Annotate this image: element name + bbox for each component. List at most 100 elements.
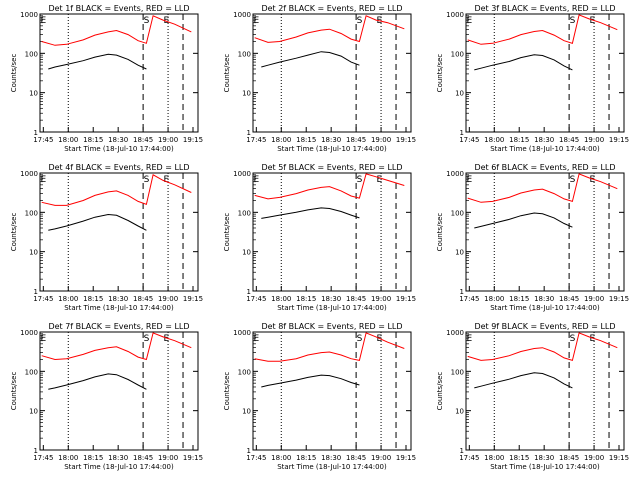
x-tick-label: 17:45 — [459, 136, 479, 144]
y-tick-label: 10 — [242, 249, 251, 257]
x-tick-label: 18:45 — [346, 295, 366, 303]
x-tick-label: 18:00 — [271, 136, 291, 144]
plot-frame — [252, 331, 412, 451]
event-marker: S — [144, 175, 150, 185]
y-tick-label: 1000 — [20, 329, 38, 337]
x-tick-label: 17:45 — [459, 454, 479, 462]
x-tick-label: 18:30 — [108, 295, 128, 303]
y-tick-label: 100 — [451, 368, 464, 376]
y-axis-label: Counts/sec — [10, 54, 18, 93]
x-tick-label: 18:30 — [321, 454, 341, 462]
x-tick-label: 19:15 — [396, 136, 416, 144]
x-axis-label: Start Time (18-Jul-10 17:44:00) — [490, 145, 600, 153]
y-tick-label: 100 — [25, 368, 38, 376]
event-marker: S — [570, 16, 576, 26]
event-marker: S — [357, 334, 363, 344]
y-axis-label: Counts/sec — [10, 213, 18, 252]
x-tick-label: 18:30 — [534, 295, 554, 303]
y-tick-label: 100 — [25, 209, 38, 217]
chart-panel-4: Det 4f BLACK = Events, RED = LLD 1 10 100 10… — [10, 163, 203, 312]
x-tick-label: 18:00 — [484, 136, 504, 144]
x-tick-label: 18:45 — [346, 136, 366, 144]
y-tick-label: 1000 — [446, 329, 464, 337]
y-tick-label: 1 — [34, 288, 38, 296]
y-axis-label: Counts/sec — [10, 372, 18, 411]
event-marker: E — [466, 334, 472, 344]
x-tick-label: 17:45 — [459, 295, 479, 303]
event-marker: E — [164, 175, 170, 185]
y-axis-label: Counts/sec — [436, 213, 444, 252]
x-tick-label: 19:00 — [371, 454, 391, 462]
chart-title: Det 4f BLACK = Events, RED = LLD — [48, 163, 189, 172]
series-line-events — [261, 51, 360, 68]
chart-panel-1: Det 1f BLACK = Events, RED = LLD 1 10 100 10… — [10, 4, 203, 153]
x-tick-label: 18:00 — [271, 454, 291, 462]
y-tick-label: 1 — [460, 288, 464, 296]
y-axis-label: Counts/sec — [436, 372, 444, 411]
x-tick-label: 19:15 — [183, 136, 203, 144]
x-tick-label: 18:15 — [296, 295, 316, 303]
x-tick-label: 18:45 — [133, 136, 153, 144]
event-marker: S — [570, 334, 576, 344]
y-axis-label: Counts/sec — [436, 54, 444, 93]
x-tick-label: 19:00 — [158, 454, 178, 462]
x-tick-label: 17:45 — [246, 454, 266, 462]
chart-title: Det 6f BLACK = Events, RED = LLD — [474, 163, 615, 172]
event-marker: S — [357, 16, 363, 26]
y-tick-label: 1 — [34, 447, 38, 455]
series-line-events — [474, 372, 573, 389]
event-marker: E — [40, 175, 46, 185]
plot-frame — [39, 13, 199, 133]
y-tick-label: 100 — [238, 209, 251, 217]
x-tick-label: 19:00 — [584, 136, 604, 144]
x-tick-label: 17:45 — [246, 136, 266, 144]
y-tick-label: 10 — [455, 249, 464, 257]
series-line-lld — [41, 15, 192, 46]
chart-panel-5: Det 5f BLACK = Events, RED = LLD 1 10 100 10… — [223, 163, 416, 312]
x-tick-label: 18:30 — [321, 136, 341, 144]
event-marker: S — [570, 175, 576, 185]
event-marker: E — [466, 175, 472, 185]
y-tick-label: 100 — [451, 50, 464, 58]
series-line-lld — [254, 15, 405, 43]
x-axis-label: Start Time (18-Jul-10 17:44:00) — [64, 145, 174, 153]
y-tick-label: 100 — [238, 50, 251, 58]
series-line-events — [48, 373, 147, 390]
x-tick-label: 18:45 — [133, 295, 153, 303]
x-tick-label: 18:15 — [83, 136, 103, 144]
y-tick-label: 10 — [242, 408, 251, 416]
x-tick-label: 18:30 — [534, 454, 554, 462]
x-tick-label: 18:00 — [484, 454, 504, 462]
series-line-lld — [41, 174, 192, 206]
x-tick-label: 18:15 — [509, 295, 529, 303]
series-line-events — [474, 212, 573, 229]
x-tick-label: 17:45 — [246, 295, 266, 303]
x-tick-label: 18:45 — [559, 136, 579, 144]
plot-frame — [465, 172, 625, 292]
y-axis-label: Counts/sec — [223, 372, 231, 411]
x-tick-label: 18:15 — [296, 454, 316, 462]
y-tick-label: 100 — [25, 50, 38, 58]
x-tick-label: 19:15 — [396, 454, 416, 462]
y-tick-label: 100 — [451, 209, 464, 217]
y-axis-label: Counts/sec — [223, 54, 231, 93]
series-line-lld — [467, 14, 618, 45]
x-tick-label: 19:15 — [609, 136, 629, 144]
x-axis-label: Start Time (18-Jul-10 17:44:00) — [64, 304, 174, 312]
y-tick-label: 10 — [455, 90, 464, 98]
chart-panel-8: Det 8f BLACK = Events, RED = LLD 1 10 100 10… — [223, 322, 416, 471]
chart-panel-6: Det 6f BLACK = Events, RED = LLD 1 10 100 10… — [436, 163, 629, 312]
chart-panel-9: Det 9f BLACK = Events, RED = LLD 1 10 100 10… — [436, 322, 629, 471]
event-marker: E — [590, 334, 596, 344]
series-line-lld — [254, 173, 405, 200]
y-tick-label: 1 — [34, 129, 38, 137]
x-tick-label: 18:00 — [58, 295, 78, 303]
x-axis-label: Start Time (18-Jul-10 17:44:00) — [490, 304, 600, 312]
series-line-events — [48, 53, 147, 70]
event-marker: E — [590, 175, 596, 185]
x-tick-label: 17:45 — [33, 295, 53, 303]
x-tick-label: 18:30 — [534, 136, 554, 144]
x-tick-label: 19:15 — [609, 295, 629, 303]
event-marker: E — [164, 334, 170, 344]
